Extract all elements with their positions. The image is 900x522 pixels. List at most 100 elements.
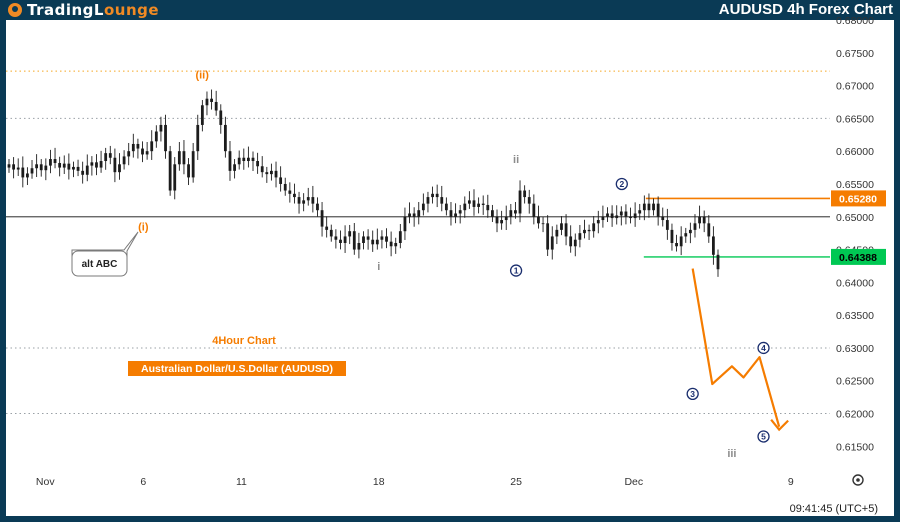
candle-body — [684, 233, 688, 237]
candle-body — [417, 210, 421, 217]
candle-body — [514, 210, 517, 214]
candle-body — [334, 236, 338, 240]
price-tick-label: 0.61500 — [836, 441, 874, 453]
candle-body — [509, 210, 513, 217]
price-axis-area[interactable] — [830, 20, 894, 466]
candle-body — [408, 213, 411, 217]
candle-body — [311, 197, 315, 204]
candle-body — [403, 216, 407, 232]
candles — [7, 89, 720, 277]
brand-badge-icon — [8, 3, 22, 17]
candle-body — [601, 216, 605, 221]
time-axis-area[interactable] — [6, 466, 894, 494]
candle-body — [477, 203, 480, 207]
candle-body — [380, 236, 384, 240]
price-tick-label: 0.65000 — [836, 212, 874, 224]
wave-label-i: (i) — [138, 222, 149, 234]
candle-body — [550, 236, 554, 250]
candle-body — [642, 203, 646, 211]
candle-body — [421, 203, 425, 211]
candle-body — [329, 229, 333, 237]
candle-body — [39, 164, 43, 171]
candle-body — [394, 243, 398, 247]
candle-body — [366, 236, 370, 240]
candle-body — [53, 159, 57, 163]
wave-label-5: 5 — [761, 432, 766, 442]
candle-body — [237, 157, 241, 165]
support-price-tag-text: 0.64388 — [839, 252, 877, 264]
candle-body — [504, 216, 508, 221]
candle-body — [652, 203, 655, 211]
candle-body — [633, 213, 637, 219]
candle-body — [62, 163, 66, 168]
candle-body — [187, 164, 190, 178]
candle-body — [638, 210, 642, 214]
candle-body — [127, 151, 131, 157]
timeframe-label: 4Hour Chart — [212, 335, 276, 347]
price-tick-label: 0.63000 — [836, 343, 874, 355]
candle-body — [113, 157, 117, 173]
candle-body — [518, 190, 522, 214]
candle-body — [242, 157, 246, 162]
candle-body — [454, 213, 457, 217]
candle-body — [30, 168, 34, 174]
alt-abc-callout[interactable]: alt ABC — [71, 231, 139, 277]
candle-body — [49, 159, 52, 166]
candle-body — [210, 98, 213, 102]
time-tick-label: 9 — [788, 476, 794, 488]
candle-body — [293, 193, 296, 198]
candle-body — [283, 183, 287, 191]
candle-body — [67, 163, 71, 170]
candle-body — [90, 162, 94, 166]
candle-body — [716, 254, 720, 270]
candle-body — [118, 164, 121, 173]
candle-body — [615, 215, 619, 219]
candle-body — [431, 193, 434, 198]
chart-title: AUDUSD 4h Forex Chart — [718, 1, 893, 18]
status-bar — [6, 494, 894, 516]
candle-body — [99, 161, 103, 168]
candle-body — [707, 223, 711, 237]
candle-body — [647, 203, 651, 211]
price-tags: 0.65280 0.64388 — [831, 190, 886, 265]
candle-body — [104, 153, 108, 162]
price-tick-label: 0.62000 — [836, 409, 874, 421]
price-tick-label: 0.62500 — [836, 376, 874, 388]
candle-body — [145, 151, 149, 155]
candle-body — [76, 166, 80, 171]
wave-projection — [691, 268, 789, 432]
candle-body — [182, 151, 186, 165]
candle-body — [546, 223, 550, 250]
candle-body — [606, 213, 609, 217]
candle-body — [260, 166, 264, 173]
brand-logo[interactable]: TradingL ounge — [8, 0, 159, 20]
wave-label-circle — [757, 430, 770, 443]
candle-body — [541, 223, 545, 225]
wave-label-ii: ii — [513, 154, 519, 166]
candle-body — [288, 190, 292, 194]
price-tick-label: 0.68000 — [836, 15, 874, 27]
candle-body — [596, 220, 600, 224]
candle-body — [624, 211, 628, 217]
candle-body — [164, 124, 167, 152]
candle-body — [320, 210, 324, 227]
candle-body — [537, 216, 540, 224]
time-tick-label: 18 — [373, 476, 385, 488]
candle-body — [297, 197, 301, 204]
time-tick-label: Dec — [624, 476, 643, 488]
candle-body — [610, 213, 614, 219]
candle-body — [629, 216, 632, 219]
candle-body — [491, 210, 494, 217]
candle-body — [35, 164, 39, 169]
wave-label-4: 4 — [761, 343, 766, 353]
candle-body — [233, 164, 236, 171]
candle-body — [449, 210, 453, 217]
candle-body — [661, 216, 665, 221]
candle-body — [205, 98, 209, 106]
candle-body — [348, 231, 352, 237]
candle-body — [26, 173, 29, 178]
settings-gear-icon[interactable] — [852, 474, 864, 486]
